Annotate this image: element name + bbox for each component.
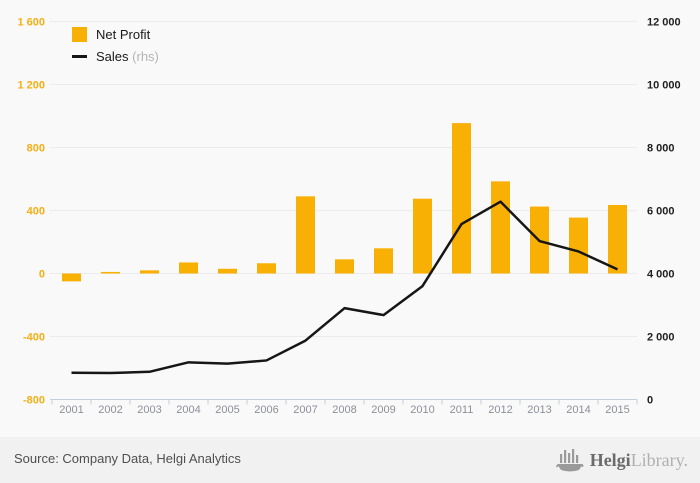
year-label-2011: 2011 — [450, 404, 474, 416]
bar-2007 — [296, 196, 315, 274]
year-label-2007: 2007 — [293, 404, 317, 416]
right-axis-label: 12 000 — [647, 17, 681, 29]
sales-line-swatch-icon — [72, 55, 87, 58]
chart-area: 1 600 1 200 800 400 0 -400 -800 12 000 10 000 8 0… — [17, 17, 681, 417]
sales-line — [71, 200, 619, 375]
source-text: Source: Company Data, Helgi Analytics — [14, 451, 241, 466]
legend-label-sales: Sales (rhs) — [96, 49, 159, 64]
bar-2008 — [335, 259, 354, 274]
bar-2001 — [62, 273, 81, 282]
year-label-2009: 2009 — [371, 404, 395, 416]
left-axis-label: 0 — [39, 269, 45, 281]
left-axis-label: 800 — [27, 143, 45, 155]
right-axis-label: 10 000 — [647, 80, 681, 92]
net-profit-sales-chart: 1 600 1 200 800 400 0 -400 -800 12 000 10 000 8 0… — [17, 17, 681, 417]
bar-2014 — [569, 217, 588, 274]
bar-2015 — [608, 204, 627, 274]
right-axis-label: 8 000 — [647, 143, 675, 155]
ship-chart-icon — [555, 449, 584, 472]
right-axis-label: 4 000 — [647, 269, 675, 281]
bar-2005 — [218, 268, 237, 274]
left-axis-label: 1 600 — [17, 17, 45, 29]
helgi-library-logo: HelgiLibrary. — [555, 446, 688, 474]
year-label-2008: 2008 — [332, 404, 356, 416]
left-axis-label: 1 200 — [17, 80, 45, 92]
bar-2010 — [413, 198, 432, 274]
year-label-2012: 2012 — [488, 404, 512, 416]
year-label-2006: 2006 — [254, 404, 278, 416]
bar-2009 — [374, 248, 393, 274]
bar-2002 — [101, 271, 120, 274]
year-label-2013: 2013 — [527, 404, 551, 416]
right-axis-label: 6 000 — [647, 206, 675, 218]
legend-item-net-profit: Net Profit — [72, 27, 159, 42]
year-label-2014: 2014 — [566, 404, 590, 416]
year-label-2015: 2015 — [605, 404, 629, 416]
year-label-2010: 2010 — [410, 404, 434, 416]
year-label-2004: 2004 — [176, 404, 200, 416]
bar-2012 — [491, 181, 510, 274]
bar-2003 — [140, 270, 159, 274]
footer-bar: Source: Company Data, Helgi Analytics He… — [0, 437, 700, 483]
legend: Net Profit Sales (rhs) — [72, 27, 159, 64]
bar-2011 — [452, 123, 471, 274]
year-label-2002: 2002 — [98, 404, 122, 416]
left-axis-label: 400 — [27, 206, 45, 218]
bar-2004 — [179, 262, 198, 274]
year-label-2005: 2005 — [215, 404, 239, 416]
net-profit-swatch-icon — [72, 27, 87, 42]
year-label-2001: 2001 — [59, 404, 83, 416]
legend-label-rhs: (rhs) — [132, 49, 159, 64]
bar-2006 — [257, 263, 276, 274]
right-axis-label: 0 — [647, 395, 653, 407]
year-label-2003: 2003 — [137, 404, 161, 416]
logo-text: HelgiLibrary. — [589, 449, 688, 470]
legend-label-net-profit: Net Profit — [96, 27, 151, 42]
left-axis-label: -400 — [23, 332, 45, 344]
left-axis-label: -800 — [23, 395, 45, 407]
right-axis-label: 2 000 — [647, 332, 675, 344]
legend-item-sales: Sales (rhs) — [72, 49, 159, 64]
